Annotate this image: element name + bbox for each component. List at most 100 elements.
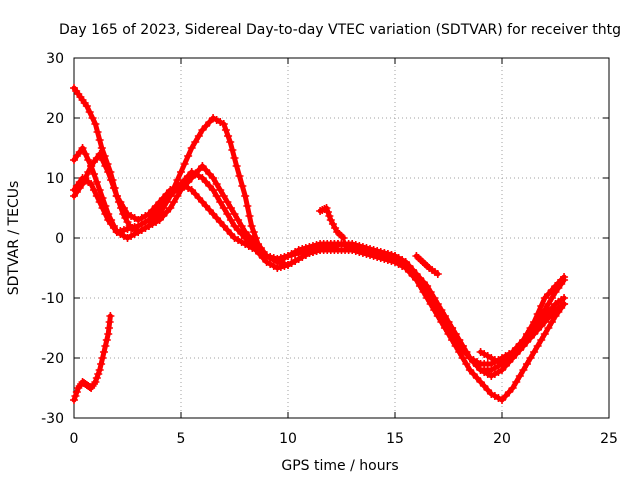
data-point xyxy=(104,168,113,176)
series-track-6 xyxy=(412,252,442,278)
series-track-7 xyxy=(476,273,569,368)
data-point xyxy=(234,226,243,234)
data-point xyxy=(216,218,225,226)
x-tick-label: 0 xyxy=(70,431,79,447)
data-point xyxy=(187,144,196,152)
x-tick-label: 10 xyxy=(279,431,297,447)
data-series xyxy=(70,84,569,404)
data-point xyxy=(247,222,256,230)
data-point xyxy=(284,252,292,260)
data-point xyxy=(530,318,539,326)
data-point xyxy=(162,190,171,198)
data-point xyxy=(101,210,110,218)
data-point xyxy=(98,204,107,212)
data-point xyxy=(323,241,332,249)
data-point xyxy=(87,180,96,188)
data-point xyxy=(201,202,210,210)
data-point xyxy=(194,132,203,140)
y-axis-label: SDTVAR / TECUs xyxy=(6,181,22,296)
data-point xyxy=(519,366,528,374)
data-point xyxy=(187,186,196,194)
data-point xyxy=(544,300,553,308)
data-point xyxy=(99,348,108,356)
data-point xyxy=(526,354,535,362)
axis-ticks: 0 5 10 15 20 25 -30 -20 -10 0 10 20 30 xyxy=(41,51,618,447)
data-point xyxy=(273,264,282,272)
data-point xyxy=(216,198,225,206)
data-point xyxy=(437,312,446,320)
data-point xyxy=(95,198,104,206)
data-point xyxy=(97,360,106,368)
data-point xyxy=(476,378,485,386)
data-point xyxy=(148,206,157,214)
data-point xyxy=(81,174,90,182)
data-point xyxy=(78,144,87,152)
data-point xyxy=(276,254,285,262)
data-point xyxy=(547,304,556,312)
data-point xyxy=(440,318,449,326)
data-point xyxy=(512,344,521,352)
data-point xyxy=(249,228,258,236)
data-point xyxy=(112,192,121,200)
data-point xyxy=(560,294,569,302)
data-point xyxy=(515,372,524,380)
data-point xyxy=(97,144,106,152)
data-point xyxy=(84,156,93,164)
data-point xyxy=(223,198,232,206)
data-point xyxy=(173,192,182,200)
data-point xyxy=(323,208,332,216)
series-track-8 xyxy=(70,312,115,404)
data-point xyxy=(223,226,232,234)
grid-lines xyxy=(74,58,609,418)
data-point xyxy=(81,150,90,158)
data-point xyxy=(127,224,136,232)
data-point xyxy=(348,243,357,251)
data-point xyxy=(205,206,214,214)
data-point xyxy=(423,288,432,296)
data-point xyxy=(93,128,102,136)
data-point xyxy=(547,294,556,302)
data-point xyxy=(380,252,389,260)
data-point xyxy=(325,212,334,220)
data-point xyxy=(119,204,128,212)
data-point xyxy=(230,222,239,230)
data-point xyxy=(198,198,207,206)
data-point xyxy=(78,180,87,188)
data-point xyxy=(201,178,210,186)
data-point xyxy=(501,356,510,364)
data-point xyxy=(130,223,139,231)
data-point xyxy=(92,192,101,200)
data-point xyxy=(184,172,193,180)
data-point xyxy=(123,225,132,233)
data-point xyxy=(226,230,235,238)
data-point xyxy=(232,162,241,170)
data-point xyxy=(116,198,125,206)
data-point xyxy=(305,246,314,254)
x-axis-label: GPS time / hours xyxy=(281,458,398,474)
data-point xyxy=(322,204,331,212)
data-point xyxy=(159,212,168,220)
data-point xyxy=(560,273,569,281)
data-point xyxy=(223,210,232,218)
data-point xyxy=(316,243,325,251)
data-point xyxy=(522,330,531,338)
data-point xyxy=(312,244,321,252)
x-tick-label: 20 xyxy=(493,431,511,447)
data-point xyxy=(373,250,382,258)
data-point xyxy=(71,392,80,400)
data-point xyxy=(465,366,474,374)
data-point xyxy=(102,336,111,344)
data-point xyxy=(226,138,235,146)
data-point xyxy=(92,374,101,382)
data-point xyxy=(533,342,542,350)
data-point xyxy=(291,250,300,258)
data-point xyxy=(243,202,252,210)
data-point xyxy=(180,160,189,168)
data-point xyxy=(351,244,360,252)
data-point xyxy=(230,210,239,218)
data-point xyxy=(540,330,549,338)
data-point xyxy=(98,156,107,164)
x-tick-label: 5 xyxy=(177,431,186,447)
data-point xyxy=(98,354,107,362)
data-point xyxy=(544,308,553,316)
